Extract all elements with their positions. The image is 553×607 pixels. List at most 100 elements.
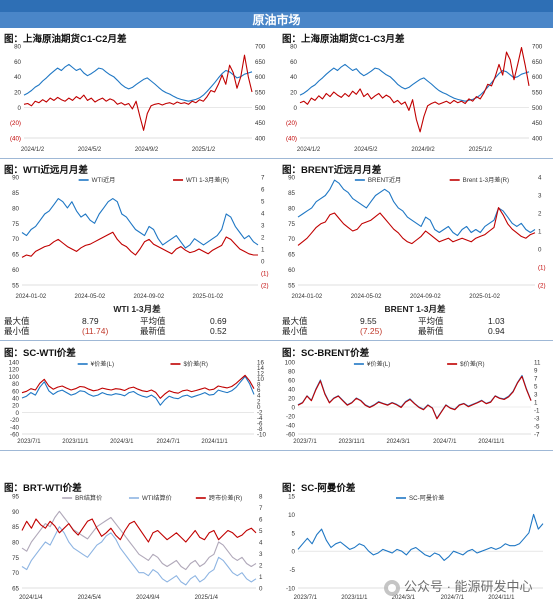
y2-tick-label: -3 — [534, 416, 540, 423]
y2-tick-label: 1 — [534, 400, 538, 407]
y-tick-label: 40 — [12, 396, 19, 403]
y2-tick-label: 1 — [261, 247, 265, 254]
y-tick-label: 0 — [294, 105, 298, 112]
stats-row: 最小值 (11.74) 最新值 0.52 — [4, 326, 270, 336]
y-tick-label: 85 — [12, 524, 19, 531]
stats-row: 最小值 (7.25) 最新值 0.94 — [282, 326, 548, 336]
y-tick-label: 80 — [12, 540, 19, 547]
y2-tick-label: 1 — [538, 229, 542, 236]
y-tick-label: 60 — [12, 267, 19, 274]
series-line — [21, 374, 255, 399]
y-tick-label: (40) — [286, 136, 297, 143]
y-tick-label: 65 — [12, 252, 19, 259]
y2-tick-label: (1) — [261, 271, 269, 278]
stats-label: 最大值 — [282, 316, 308, 326]
y2-tick-label: -2 — [257, 409, 263, 416]
y-tick-label: 75 — [12, 221, 19, 228]
series-line — [299, 46, 530, 133]
y2-tick-label: 2 — [538, 211, 542, 218]
series-line — [297, 207, 536, 246]
y2-tick-label: 14 — [257, 365, 264, 372]
y2-tick-label: 8 — [257, 382, 261, 389]
series-line — [21, 375, 255, 406]
legend-label: SC-阿曼价差 — [409, 494, 444, 502]
y2-tick-label: 4 — [259, 540, 263, 547]
y2-tick-label: 0 — [257, 404, 261, 411]
x-tick-label: 2025/1/4 — [195, 595, 219, 601]
panel-title-brt-wti: 图：BRT-WTI价差 — [4, 483, 82, 494]
y-tick-label: 80 — [12, 381, 19, 388]
y-tick-label: 80 — [14, 44, 21, 51]
y2-tick-label: 0 — [538, 247, 542, 254]
y-tick-label: 90 — [12, 509, 19, 516]
series-line — [23, 54, 253, 131]
y-tick-label: 15 — [288, 494, 295, 501]
legend-label: Brent 1-3月差(R) — [463, 176, 509, 184]
x-tick-label: 2023/11/1 — [62, 439, 89, 445]
y2-tick-label: 3 — [259, 551, 263, 558]
y-tick-label: 0 — [16, 410, 20, 417]
y2-tick-label: 600 — [532, 74, 543, 81]
chart-wti: 55 60 65 70 75 80 85 90 (2) (1) 0 1 2 3 4 5 6 7 2024-01-02… — [12, 175, 269, 301]
y-tick-label: 20 — [14, 90, 21, 97]
y2-tick-label: 7 — [261, 175, 265, 182]
y2-tick-label: 450 — [532, 120, 543, 127]
series-line — [297, 375, 532, 420]
y-tick-label: 10 — [288, 512, 295, 519]
y2-tick-label: -4 — [257, 415, 263, 422]
header-title: 原油市场 — [0, 12, 553, 28]
y2-tick-label: 650 — [255, 59, 266, 66]
legend-label: $价差(R) — [460, 360, 484, 368]
x-tick-label: 2024/9/2 — [135, 147, 159, 153]
stats-label: 最小值 — [4, 326, 30, 336]
y2-tick-label: 2 — [257, 398, 261, 405]
y-tick-label: 40 — [290, 74, 297, 81]
x-tick-label: 2024/11/1 — [478, 439, 505, 445]
y2-tick-label: 3 — [261, 223, 265, 230]
y-tick-label: -40 — [10, 424, 20, 431]
y-tick-label: 40 — [288, 387, 295, 394]
y2-tick-label: 0 — [261, 259, 265, 266]
y-tick-label: 5 — [292, 530, 296, 537]
y-tick-label: 70 — [12, 570, 19, 577]
y2-tick-label: 7 — [259, 505, 263, 512]
y-tick-label: 75 — [288, 221, 295, 228]
stats-table-wti: WTI 1-3月差 最大值 8.79 平均值 0.69 最小值 (11.74) … — [4, 303, 270, 336]
y-tick-label: 0 — [292, 405, 296, 412]
panel-title-sc-oman: 图：SC-阿曼价差 — [282, 483, 356, 494]
y2-tick-label: 400 — [532, 136, 543, 143]
y2-tick-label: 6 — [261, 187, 265, 194]
panel-title-sc-c1c3: 图：上海原油期货C1-C3月差 — [282, 34, 405, 45]
y-tick-label: 60 — [290, 59, 297, 66]
x-tick-label: 2024/3/1 — [392, 595, 416, 601]
x-tick-label: 2025-01-02 — [469, 294, 500, 300]
y-tick-label: 100 — [9, 374, 20, 381]
x-tick-label: 2025/1/2 — [469, 147, 493, 153]
y2-tick-label: 500 — [255, 105, 266, 112]
y2-tick-label: 700 — [532, 44, 543, 51]
y2-tick-label: 1 — [259, 574, 263, 581]
series-line — [23, 63, 253, 102]
y-tick-label: (40) — [10, 136, 21, 143]
x-tick-label: 2024/7/1 — [441, 595, 465, 601]
legend-label: ¥价差(L) — [91, 360, 114, 368]
x-tick-label: 2024-01-02 — [15, 294, 46, 300]
x-tick-label: 2024/11/1 — [488, 595, 515, 601]
y2-tick-label: 9 — [534, 368, 538, 375]
y2-tick-label: 5 — [259, 528, 263, 535]
y-tick-label: 70 — [288, 236, 295, 243]
x-tick-label: 2024/5/4 — [78, 595, 102, 601]
y-tick-label: 75 — [12, 555, 19, 562]
watermark-text: 公众号 · 能源研发中心 — [404, 579, 533, 594]
panel-title-brent-spread: 图：BRENT近远月月差 — [282, 165, 382, 176]
x-tick-label: 2024-05-02 — [351, 294, 382, 300]
chart-sc-wti: -60-40-20020406080100120140-10-8-6-4-202… — [9, 360, 267, 446]
x-tick-label: 2024/3/1 — [387, 439, 411, 445]
x-tick-label: 2024/9/2 — [411, 147, 435, 153]
x-tick-label: 2024/9/4 — [136, 595, 160, 601]
y2-tick-label: 12 — [257, 371, 264, 378]
y-tick-label: 95 — [12, 494, 19, 501]
chart-sc-c1c2: (40) (20) 0 20 40 60 80 400 450 500 550 600 650 700 20… — [10, 44, 266, 154]
legend-label: WTI近月 — [92, 176, 116, 184]
stats-value: 1.03 — [488, 316, 505, 326]
